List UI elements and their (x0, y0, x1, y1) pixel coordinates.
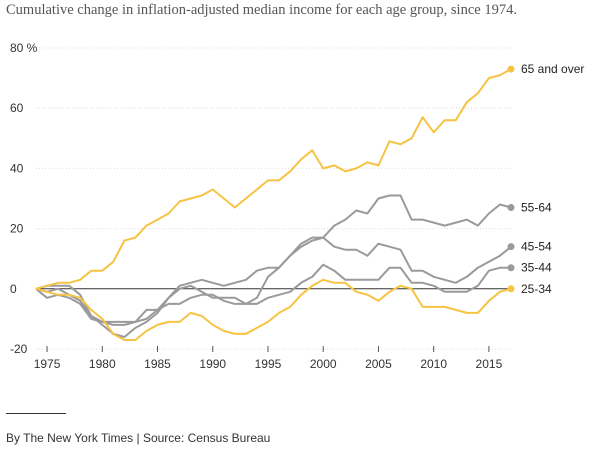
series-line (35, 263, 511, 326)
x-tick-label: 1985 (144, 357, 171, 371)
series-label: 45-54 (521, 240, 552, 254)
x-tick-label: 2000 (310, 357, 337, 371)
y-tick-label: 60 (10, 101, 24, 115)
y-tick-label: 20 (10, 222, 24, 236)
gridlines (36, 47, 511, 350)
series-end-marker (507, 264, 515, 272)
series-end-marker (507, 243, 515, 251)
x-tick-label: 1990 (199, 357, 226, 371)
series-lines (35, 68, 512, 341)
series-end-marker (507, 65, 515, 73)
y-tick-label: 80 % (10, 41, 38, 55)
series-end-marker (507, 285, 515, 293)
series-label: 35-44 (521, 261, 552, 275)
y-axis-tick-labels: 80 % 60 40 20 0 -20 (10, 41, 38, 356)
x-tick-label: 1975 (34, 357, 61, 371)
x-axis: 1975 1980 1985 1990 1995 2000 2005 2010 2015 (34, 346, 503, 371)
y-tick-label: -20 (10, 342, 28, 356)
series-end-markers: 65 and over 55-64 45-54 35-44 25-34 (507, 62, 584, 296)
x-tick-label: 1980 (89, 357, 116, 371)
line-chart: 80 % 60 40 20 0 -20 1975 1980 1985 1990 1995 2000 2… (10, 41, 584, 371)
x-tick-label: 2015 (476, 357, 503, 371)
series-end-marker (507, 204, 515, 212)
series-line (35, 68, 512, 290)
chart-title: Cumulative change in inflation-adjusted … (6, 2, 517, 18)
credit-divider (6, 413, 66, 414)
series-line (35, 278, 512, 341)
x-tick-label: 2010 (420, 357, 447, 371)
series-label: 25-34 (521, 282, 552, 296)
series-line (35, 236, 512, 323)
y-tick-label: 0 (10, 282, 17, 296)
credit-line: By The New York Times | Source: Census B… (6, 431, 271, 445)
x-tick-label: 2005 (365, 357, 392, 371)
series-label: 65 and over (521, 62, 584, 76)
y-tick-label: 40 (10, 161, 24, 175)
x-tick-label: 1995 (255, 357, 282, 371)
series-label: 55-64 (521, 201, 552, 215)
